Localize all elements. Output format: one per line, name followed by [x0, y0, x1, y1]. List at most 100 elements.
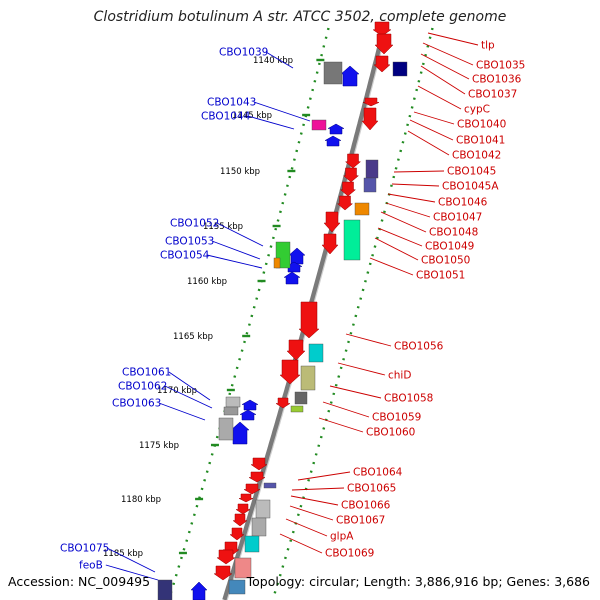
- gene-label: CBO1052: [170, 218, 219, 230]
- forward-gene-arrow: [361, 107, 379, 131]
- forward-gene-arrow: [336, 195, 354, 211]
- gene-feature-block: [218, 417, 234, 441]
- gene-feature-block: [255, 499, 271, 519]
- gene-label: tlp: [481, 40, 495, 52]
- forward-gene-arrow: [339, 181, 357, 197]
- topology-text: Topology: circular; Length: 3,886,916 bp…: [246, 574, 590, 589]
- gene-feature-block: [392, 61, 408, 77]
- tick-label: 1180 kbp: [121, 495, 161, 505]
- tick-label: 1155 kbp: [203, 222, 243, 232]
- gene-label: CBO1044: [201, 111, 251, 123]
- gene-feature-block: [308, 343, 324, 363]
- gene-label: feoB: [79, 560, 103, 572]
- gene-label: CBO1062: [118, 381, 167, 393]
- tick-label: 1170 kbp: [157, 386, 197, 396]
- label-leader-line: [427, 32, 479, 46]
- reverse-gene-arrow: [324, 135, 342, 147]
- label-leader-line: [374, 237, 419, 261]
- reverse-gene-arrow: [327, 123, 345, 135]
- label-leader-line: [391, 183, 440, 187]
- label-leader-line: [289, 505, 334, 521]
- gene-label: glpA: [330, 531, 354, 543]
- label-leader-line: [413, 111, 455, 125]
- gene-label: CBO1035: [476, 60, 525, 72]
- label-leader-line: [318, 417, 364, 433]
- gene-label: cypC: [464, 104, 490, 116]
- gene-feature-block: [223, 406, 239, 416]
- reverse-gene-arrow: [239, 409, 257, 421]
- label-leader-line: [211, 240, 261, 260]
- gene-label: CBO1037: [468, 89, 517, 101]
- tick-label: 1150 kbp: [220, 167, 260, 177]
- label-leader-line: [105, 564, 159, 581]
- label-leader-line: [168, 371, 211, 401]
- gene-label: CBO1047: [433, 212, 482, 224]
- gene-label: CBO1065: [347, 483, 396, 495]
- forward-gene-arrow: [238, 493, 254, 503]
- label-leader-line: [420, 53, 470, 80]
- label-leader-line: [377, 227, 423, 247]
- forward-gene-arrow: [235, 503, 251, 515]
- tick-label: 1175 kbp: [139, 441, 179, 451]
- gene-label: CBO1066: [341, 500, 391, 512]
- tick-label: 1165 kbp: [173, 332, 213, 342]
- forward-gene-arrow: [279, 359, 301, 385]
- label-leader-line: [322, 401, 370, 418]
- label-leader-line: [247, 115, 295, 130]
- label-leader-line: [253, 101, 311, 122]
- reverse-gene-arrow: [288, 247, 306, 265]
- forward-gene-arrow: [372, 21, 392, 37]
- gene-feature-block: [294, 391, 308, 405]
- label-leader-line: [291, 487, 345, 491]
- gene-feature-block: [228, 579, 246, 595]
- reverse-gene-arrow: [241, 399, 259, 411]
- label-leader-line: [265, 51, 294, 69]
- forward-gene-arrow: [243, 483, 261, 495]
- label-leader-line: [290, 495, 339, 506]
- gene-label: CBO1053: [165, 236, 214, 248]
- tick-labels: 1140 kbp 1145 kbp 1150 kbp 1155 kbp 1160 kbp…: [103, 56, 325, 559]
- forward-gene-arrow: [298, 301, 320, 339]
- reverse-gene-arrow: [283, 271, 301, 285]
- reverse-gene-arrow: [230, 421, 250, 445]
- gene-feature-block: [244, 535, 260, 553]
- gene-feature-block: [225, 396, 241, 408]
- gene-feature-block: [157, 579, 173, 600]
- forward-gene-arrow: [286, 339, 306, 361]
- gene-features: [157, 21, 408, 600]
- gene-label: CBO1060: [366, 427, 415, 439]
- gene-label: CBO1050: [421, 255, 470, 267]
- gene-label: CBO1051: [416, 270, 465, 282]
- gene-feature-block: [251, 517, 267, 537]
- gene-label: CBO1036: [472, 74, 522, 86]
- gene-label: CBO1041: [456, 135, 505, 147]
- gene-feature-block: [343, 219, 361, 261]
- gene-labels: CBO1039 CBO1043 CBO1044 CBO1052 CBO1053 CBO10…: [60, 32, 525, 581]
- forward-gene-arrow: [344, 153, 362, 169]
- label-leader-line: [380, 211, 427, 233]
- gene-feature-block: [300, 365, 316, 391]
- label-leader-line: [158, 402, 206, 421]
- forward-gene-arrow: [213, 565, 233, 581]
- tick-label: 1145 kbp: [232, 111, 272, 121]
- label-leader-line: [206, 254, 263, 269]
- gene-label: CBO1056: [394, 341, 444, 353]
- gene-label: CBO1040: [457, 119, 506, 131]
- gene-label: CBO1043: [207, 97, 256, 109]
- gene-label: CBO1059: [372, 412, 421, 424]
- gene-feature-block: [323, 61, 343, 85]
- tick-label: 1160 kbp: [187, 277, 227, 287]
- gene-feature-block: [311, 119, 327, 131]
- map-title: Clostridium botulinum A str. ATCC 3502, …: [93, 9, 507, 25]
- forward-gene-arrow: [229, 527, 245, 541]
- label-leader-line: [345, 333, 392, 347]
- gene-label: CBO1045: [447, 166, 496, 178]
- gene-feature-block: [354, 202, 370, 216]
- forward-gene-arrow: [323, 211, 341, 233]
- forward-gene-arrow: [321, 233, 339, 255]
- label-leader-line: [369, 257, 414, 276]
- label-leader-line: [417, 85, 462, 110]
- label-leader-line: [385, 202, 431, 218]
- tick-label: 1140 kbp: [253, 56, 293, 66]
- label-leader-line: [337, 362, 386, 376]
